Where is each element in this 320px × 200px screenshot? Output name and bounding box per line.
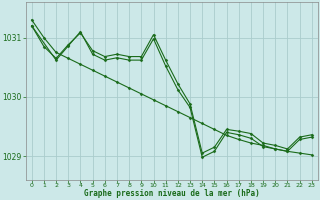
- X-axis label: Graphe pression niveau de la mer (hPa): Graphe pression niveau de la mer (hPa): [84, 189, 260, 198]
